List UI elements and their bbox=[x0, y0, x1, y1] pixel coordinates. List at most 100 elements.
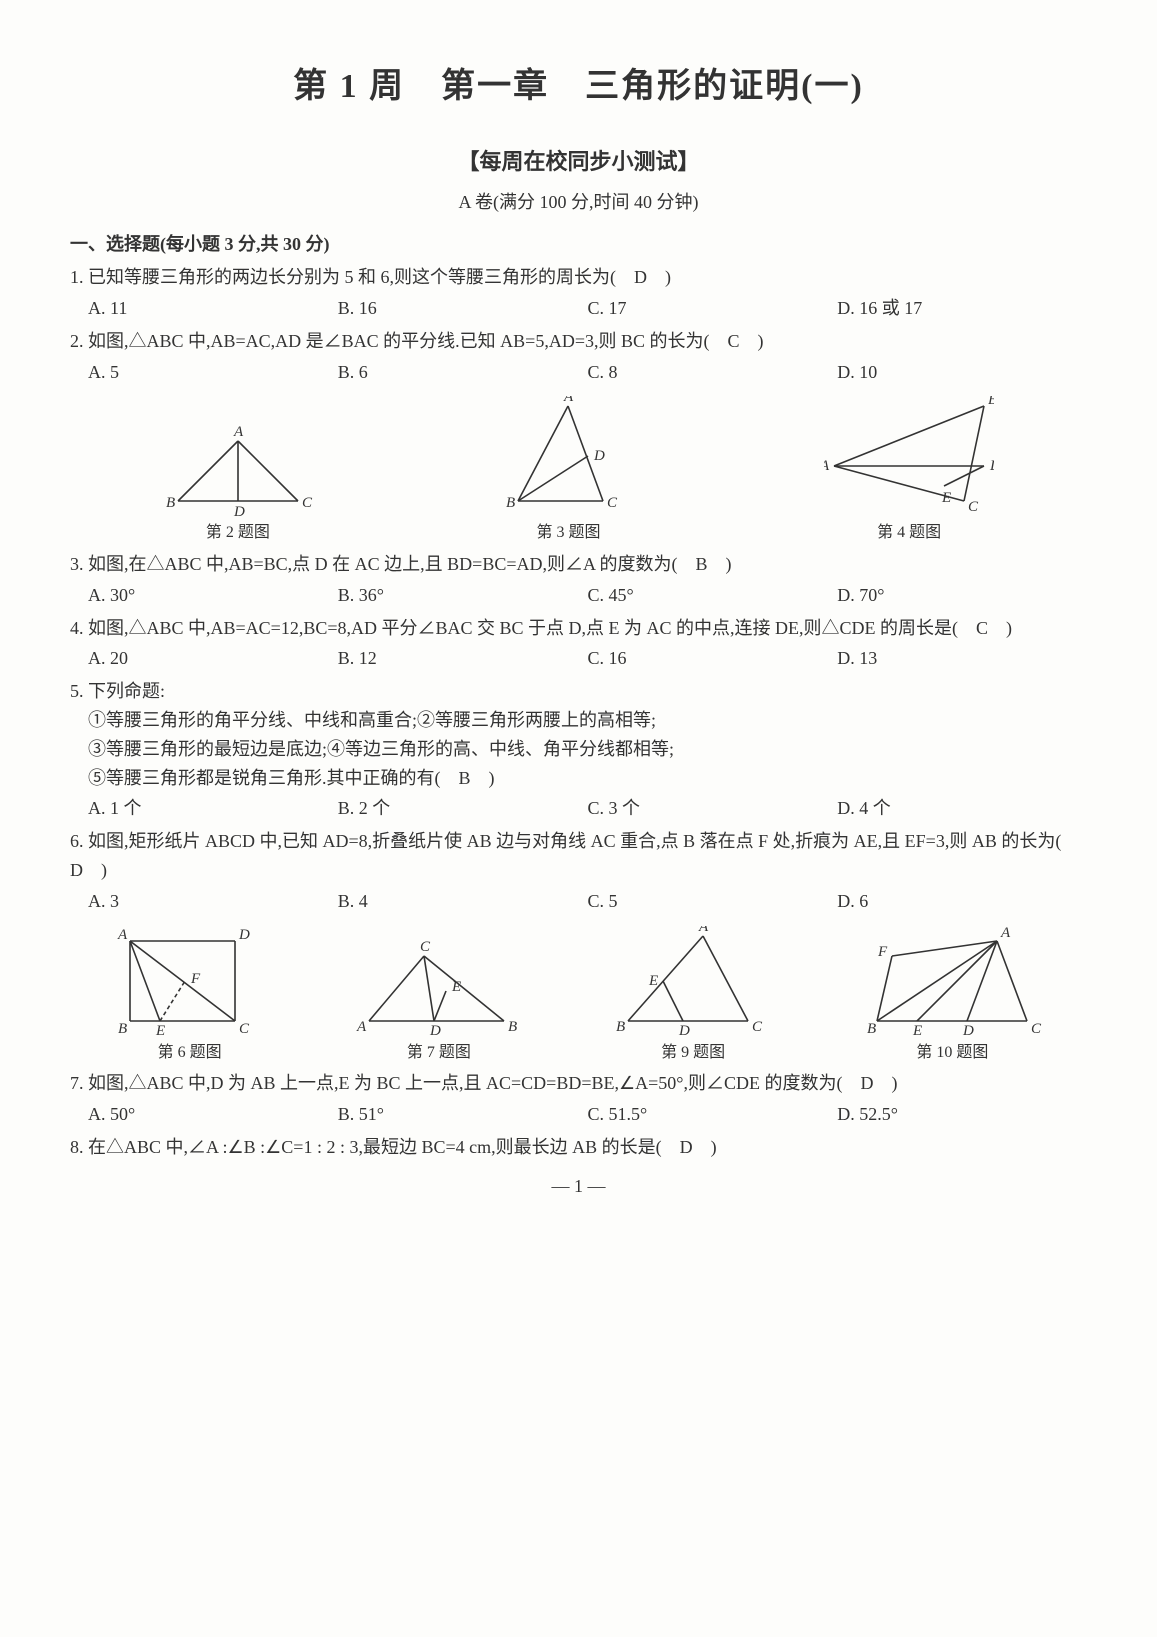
page-number: — 1 — bbox=[70, 1172, 1087, 1201]
svg-text:B: B bbox=[988, 396, 994, 408]
figure-row-2: ADBCEF 第 6 题图 ABCDE 第 7 题图 ABCDE 第 9 题图 … bbox=[70, 926, 1087, 1066]
option: D. 52.5° bbox=[837, 1100, 1087, 1129]
question-7-options: A. 50° B. 51° C. 51.5° D. 52.5° bbox=[70, 1100, 1087, 1129]
option: B. 4 bbox=[338, 887, 588, 916]
option: C. 8 bbox=[588, 358, 838, 387]
question-1-options: A. 11 B. 16 C. 17 D. 16 或 17 bbox=[70, 294, 1087, 323]
subtitle: 【每周在校同步小测试】 bbox=[70, 144, 1087, 179]
option: A. 50° bbox=[88, 1100, 338, 1129]
figure-7: A B C D E 第 7 题图 bbox=[354, 936, 524, 1066]
option: B. 36° bbox=[338, 581, 588, 610]
option: B. 6 bbox=[338, 358, 588, 387]
svg-text:D: D bbox=[678, 1023, 690, 1036]
svg-text:D: D bbox=[429, 1023, 441, 1036]
option: C. 45° bbox=[588, 581, 838, 610]
svg-text:C: C bbox=[968, 499, 979, 515]
question-6: 6. 如图,矩形纸片 ABCD 中,已知 AD=8,折叠纸片使 AB 边与对角线… bbox=[70, 827, 1087, 885]
option: A. 11 bbox=[88, 294, 338, 323]
question-5-line: ⑤等腰三角形都是锐角三角形.其中正确的有( B ) bbox=[70, 764, 1087, 793]
svg-text:B: B bbox=[118, 1021, 127, 1036]
svg-text:C: C bbox=[752, 1019, 763, 1035]
figure-3: ABCD 第 3 题图 bbox=[498, 396, 638, 546]
svg-text:A: A bbox=[1000, 926, 1011, 941]
svg-text:D: D bbox=[962, 1023, 974, 1036]
figure-4: A B C D E 第 4 题图 bbox=[824, 396, 994, 546]
svg-text:C: C bbox=[239, 1021, 250, 1036]
question-4-options: A. 20 B. 12 C. 16 D. 13 bbox=[70, 644, 1087, 673]
svg-text:B: B bbox=[867, 1021, 876, 1036]
question-5: 5. 下列命题: bbox=[70, 677, 1087, 706]
figure-caption: 第 9 题图 bbox=[613, 1040, 773, 1066]
page-title: 第 1 周 第一章 三角形的证明(一) bbox=[70, 60, 1087, 114]
question-7: 7. 如图,△ABC 中,D 为 AB 上一点,E 为 BC 上一点,且 AC=… bbox=[70, 1069, 1087, 1098]
option: B. 16 bbox=[338, 294, 588, 323]
svg-text:E: E bbox=[648, 973, 658, 989]
question-2: 2. 如图,△ABC 中,AB=AC,AD 是∠BAC 的平分线.已知 AB=5… bbox=[70, 327, 1087, 356]
option: D. 4 个 bbox=[837, 794, 1087, 823]
question-5-options: A. 1 个 B. 2 个 C. 3 个 D. 4 个 bbox=[70, 794, 1087, 823]
svg-text:B: B bbox=[616, 1019, 625, 1035]
svg-text:E: E bbox=[451, 979, 461, 995]
svg-text:E: E bbox=[941, 490, 951, 506]
question-5-line: ①等腰三角形的角平分线、中线和高重合;②等腰三角形两腰上的高相等; bbox=[70, 706, 1087, 735]
question-8: 8. 在△ABC 中,∠A :∠B :∠C=1 : 2 : 3,最短边 BC=4… bbox=[70, 1133, 1087, 1162]
svg-text:A: A bbox=[117, 927, 128, 943]
option: C. 5 bbox=[588, 887, 838, 916]
question-3: 3. 如图,在△ABC 中,AB=BC,点 D 在 AC 边上,且 BD=BC=… bbox=[70, 550, 1087, 579]
svg-text:E: E bbox=[155, 1023, 165, 1036]
svg-text:D: D bbox=[593, 448, 605, 464]
svg-text:C: C bbox=[1031, 1021, 1042, 1036]
svg-text:A: A bbox=[698, 926, 709, 935]
option: A. 30° bbox=[88, 581, 338, 610]
figure-9: A B C D E 第 9 题图 bbox=[613, 926, 773, 1066]
option: A. 5 bbox=[88, 358, 338, 387]
option: C. 17 bbox=[588, 294, 838, 323]
svg-text:C: C bbox=[420, 939, 431, 955]
option: A. 3 bbox=[88, 887, 338, 916]
svg-text:A: A bbox=[233, 424, 244, 440]
question-2-options: A. 5 B. 6 C. 8 D. 10 bbox=[70, 358, 1087, 387]
svg-text:F: F bbox=[877, 944, 888, 960]
svg-text:F: F bbox=[190, 971, 201, 987]
option: B. 12 bbox=[338, 644, 588, 673]
option: A. 1 个 bbox=[88, 794, 338, 823]
svg-text:B: B bbox=[506, 495, 515, 511]
svg-text:A: A bbox=[563, 396, 574, 405]
figure-caption: 第 7 题图 bbox=[354, 1040, 524, 1066]
svg-text:B: B bbox=[508, 1019, 517, 1035]
svg-text:B: B bbox=[166, 495, 175, 511]
option: D. 70° bbox=[837, 581, 1087, 610]
figure-2: A B C D 第 2 题图 bbox=[163, 416, 313, 546]
question-1: 1. 已知等腰三角形的两边长分别为 5 和 6,则这个等腰三角形的周长为( D … bbox=[70, 263, 1087, 292]
option: C. 3 个 bbox=[588, 794, 838, 823]
figure-row-1: ABCD 第 2 题图 ABCD 第 3 题图 ABCDE 第 4 题图 bbox=[70, 396, 1087, 546]
figure-10: A B C D E F 第 10 题图 bbox=[862, 926, 1042, 1066]
option: C. 16 bbox=[588, 644, 838, 673]
svg-text:C: C bbox=[607, 495, 618, 511]
svg-text:E: E bbox=[912, 1023, 922, 1036]
svg-text:D: D bbox=[238, 927, 250, 943]
figure-caption: 第 2 题图 bbox=[163, 520, 313, 546]
paper-info: A 卷(满分 100 分,时间 40 分钟) bbox=[70, 188, 1087, 217]
question-6-options: A. 3 B. 4 C. 5 D. 6 bbox=[70, 887, 1087, 916]
option: B. 51° bbox=[338, 1100, 588, 1129]
svg-text:A: A bbox=[824, 458, 830, 474]
figure-caption: 第 10 题图 bbox=[862, 1040, 1042, 1066]
svg-text:C: C bbox=[302, 495, 313, 511]
option: D. 16 或 17 bbox=[837, 294, 1087, 323]
option: D. 10 bbox=[837, 358, 1087, 387]
question-5-line: ③等腰三角形的最短边是底边;④等边三角形的高、中线、角平分线都相等; bbox=[70, 735, 1087, 764]
svg-text:D: D bbox=[989, 458, 994, 474]
option: B. 2 个 bbox=[338, 794, 588, 823]
option: D. 13 bbox=[837, 644, 1087, 673]
section-heading: 一、选择题(每小题 3 分,共 30 分) bbox=[70, 230, 1087, 259]
option: D. 6 bbox=[837, 887, 1087, 916]
option: C. 51.5° bbox=[588, 1100, 838, 1129]
figure-caption: 第 4 题图 bbox=[824, 520, 994, 546]
svg-text:D: D bbox=[233, 504, 245, 516]
question-4: 4. 如图,△ABC 中,AB=AC=12,BC=8,AD 平分∠BAC 交 B… bbox=[70, 614, 1087, 643]
svg-text:A: A bbox=[356, 1019, 367, 1035]
figure-6: ADBCEF 第 6 题图 bbox=[115, 926, 265, 1066]
question-3-options: A. 30° B. 36° C. 45° D. 70° bbox=[70, 581, 1087, 610]
option: A. 20 bbox=[88, 644, 338, 673]
